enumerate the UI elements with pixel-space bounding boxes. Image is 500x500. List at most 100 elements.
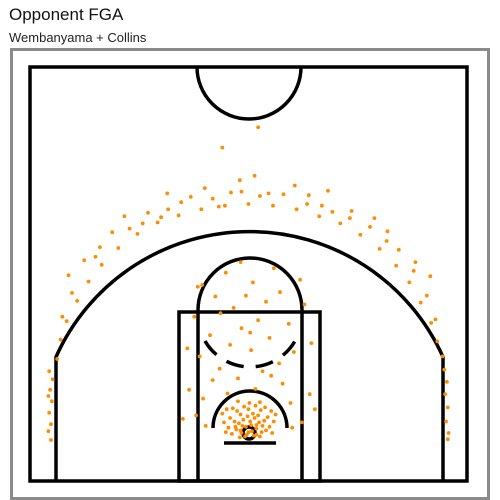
shot-point	[260, 369, 265, 374]
shot-point	[216, 204, 221, 209]
shot-point	[187, 387, 192, 392]
shot-point	[413, 260, 418, 264]
shot-point	[249, 423, 254, 427]
shot-point	[265, 415, 270, 419]
shot-point	[194, 413, 199, 418]
shot-point	[122, 214, 127, 219]
shot-point	[317, 214, 322, 219]
shot-point	[55, 357, 59, 361]
shot-markers	[46, 125, 451, 442]
shot-point	[428, 274, 433, 279]
shot-point	[435, 339, 440, 344]
court-boundary	[28, 65, 469, 483]
shot-point	[302, 302, 307, 307]
shot-point	[46, 394, 51, 398]
shot-point	[258, 194, 262, 198]
shot-point	[237, 421, 241, 426]
shot-point	[264, 428, 268, 433]
paint-inner	[196, 312, 304, 481]
shot-point	[202, 186, 207, 191]
shot-point	[429, 321, 434, 325]
shot-point	[110, 230, 115, 235]
shot-point	[228, 416, 233, 420]
shot-point	[70, 291, 74, 295]
shot-point	[292, 350, 296, 354]
shot-point	[424, 293, 429, 298]
shot-point	[188, 195, 193, 199]
shot-point	[271, 266, 276, 271]
shot-point	[254, 423, 259, 427]
shot-point	[244, 424, 248, 429]
shot-point	[47, 369, 52, 374]
shot-point	[377, 247, 382, 251]
shot-point	[230, 432, 234, 436]
shot-point	[238, 260, 243, 264]
shot-point	[159, 215, 164, 220]
center-circle-arc	[195, 66, 303, 121]
shot-point	[232, 419, 237, 424]
shot-point	[264, 299, 268, 304]
shot-point	[253, 387, 258, 391]
shot-point	[237, 178, 242, 183]
shot-point	[260, 424, 265, 428]
free-throw-circle-top	[196, 256, 304, 312]
shot-point	[239, 189, 244, 194]
shot-point	[277, 361, 281, 366]
shot-point	[222, 420, 226, 425]
shot-point	[60, 314, 65, 319]
shot-point	[218, 311, 223, 316]
shot-point	[253, 403, 258, 408]
shot-point	[86, 279, 91, 284]
shot-point	[199, 207, 204, 212]
shot-point	[50, 377, 55, 382]
shot-point	[252, 416, 257, 420]
chart-subtitle: Wembanyama + Collins	[9, 30, 147, 45]
chart-title: Opponent FGA	[9, 5, 124, 24]
shot-point	[220, 145, 225, 150]
shot-point	[181, 417, 185, 421]
shot-point	[298, 277, 302, 282]
shot-point	[155, 220, 160, 225]
shot-point	[372, 216, 377, 221]
shot-point	[256, 125, 260, 130]
shot-point	[127, 226, 132, 231]
shot-point	[223, 203, 227, 208]
shot-point	[176, 213, 181, 218]
shot-point	[396, 247, 401, 252]
shot-point	[226, 425, 231, 430]
shot-point	[240, 424, 245, 428]
shot-point	[262, 418, 267, 423]
shot-point	[238, 428, 243, 433]
shot-point	[270, 431, 274, 435]
shot-point	[66, 273, 71, 278]
shot-point	[251, 280, 255, 285]
shot-point	[230, 406, 235, 411]
shot-point	[49, 422, 53, 427]
shot-point	[246, 407, 251, 412]
shot-point	[248, 330, 253, 335]
court-frame	[10, 48, 490, 500]
shot-point	[444, 419, 448, 424]
shot-point	[440, 354, 445, 359]
shot-point	[192, 314, 197, 319]
shot-point	[256, 413, 260, 418]
shot-point	[445, 380, 449, 384]
shot-point	[223, 270, 228, 275]
shot-point	[446, 431, 451, 435]
shot-point	[48, 387, 52, 392]
shot-point	[418, 300, 423, 305]
shot-point	[228, 343, 233, 347]
shot-point	[271, 203, 275, 208]
shot-point	[245, 414, 250, 419]
three-point-line	[54, 229, 445, 481]
shot-point	[313, 407, 317, 412]
free-throw-circle-bottom-dashed	[203, 340, 297, 369]
shot-point	[213, 294, 218, 299]
shot-point	[64, 319, 69, 323]
shot-point	[99, 262, 104, 267]
shot-point	[249, 348, 254, 353]
shot-point	[288, 401, 293, 405]
shot-point	[257, 420, 261, 425]
shot-point	[166, 207, 171, 212]
shot-point	[93, 254, 98, 259]
